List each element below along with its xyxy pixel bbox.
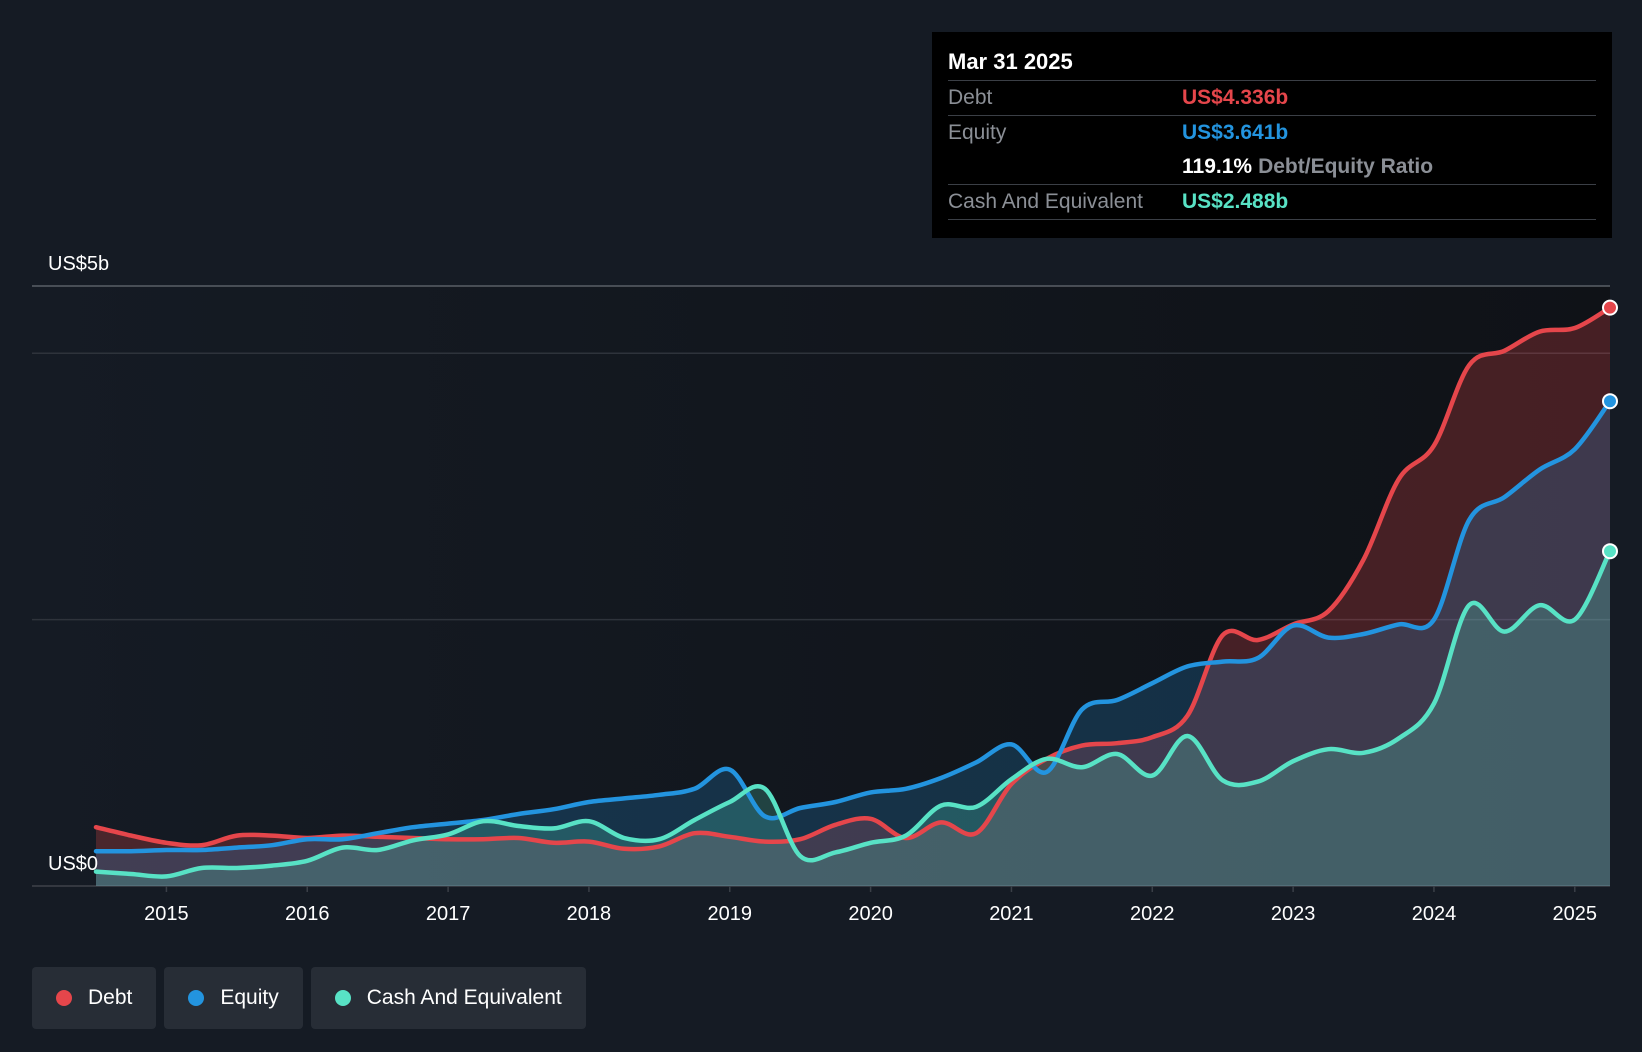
x-tick-label-2019: 2019 [708, 903, 753, 925]
tooltip-debt-value: US$4.336b [1182, 86, 1289, 109]
legend-label-equity: Equity [220, 986, 279, 1009]
legend-dot-debt [56, 990, 72, 1006]
legend-item-debt[interactable]: Debt [32, 967, 157, 1029]
tooltip-debt-row: Debt US$4.336b [948, 80, 1596, 115]
tooltip-debt-label: Debt [948, 86, 993, 109]
x-tick-label-2024: 2024 [1412, 903, 1457, 925]
x-tick-label-2023: 2023 [1271, 903, 1316, 925]
tooltip-ratio-label: Debt/Equity Ratio [1258, 155, 1434, 178]
x-tick-label-2021: 2021 [989, 903, 1034, 925]
tooltip-ratio-row: 119.1% Debt/Equity Ratio [948, 150, 1596, 184]
legend-item-equity[interactable]: Equity [164, 967, 303, 1029]
line-equity [93, 398, 1613, 854]
chart-legend: Debt Equity Cash And Equivalent [32, 967, 586, 1029]
area-equity [96, 401, 1610, 886]
legend-label-debt: Debt [88, 986, 133, 1009]
x-tick-label-2020: 2020 [848, 903, 893, 925]
legend-dot-cash [334, 990, 351, 1006]
x-tick-label-2017: 2017 [426, 903, 471, 925]
area-cash-and-equivalent [96, 551, 1610, 886]
x-tick-label-2015: 2015 [144, 903, 189, 925]
legend-item-cash[interactable]: Cash And Equivalent [310, 967, 586, 1029]
data-tooltip: Mar 31 2025 Debt US$4.336b Equity US$3.6… [932, 32, 1612, 238]
tooltip-equity-value: US$3.641b [1182, 121, 1289, 144]
line-debt [93, 305, 1613, 852]
line-cash-and-equivalent [93, 548, 1613, 879]
legend-dot-equity [188, 990, 205, 1006]
tooltip-cash-value: US$2.488b [1182, 190, 1289, 213]
tooltip-ratio-value: 119.1% [1182, 155, 1253, 178]
tooltip-equity-label: Equity [948, 121, 1007, 144]
x-tick-label-2025: 2025 [1553, 903, 1598, 925]
y-axis-min-label: US$0 [48, 853, 98, 875]
x-tick-label-2022: 2022 [1130, 903, 1175, 925]
tooltip-equity-row: Equity US$3.641b [948, 115, 1596, 150]
endpoint-equity[interactable] [1602, 393, 1618, 410]
tooltip-cash-label: Cash And Equivalent [948, 190, 1143, 213]
tooltip-date: Mar 31 2025 [948, 49, 1073, 74]
legend-label-cash: Cash And Equivalent [366, 986, 562, 1009]
endpoint-cash-and-equivalent[interactable] [1602, 543, 1618, 560]
endpoint-debt[interactable] [1602, 299, 1618, 316]
x-tick-label-2016: 2016 [285, 903, 330, 925]
tooltip-cash-row: Cash And Equivalent US$2.488b [948, 184, 1596, 220]
y-axis-max-label: US$5b [48, 253, 109, 275]
x-tick-label-2018: 2018 [567, 903, 612, 925]
area-debt [96, 307, 1610, 887]
